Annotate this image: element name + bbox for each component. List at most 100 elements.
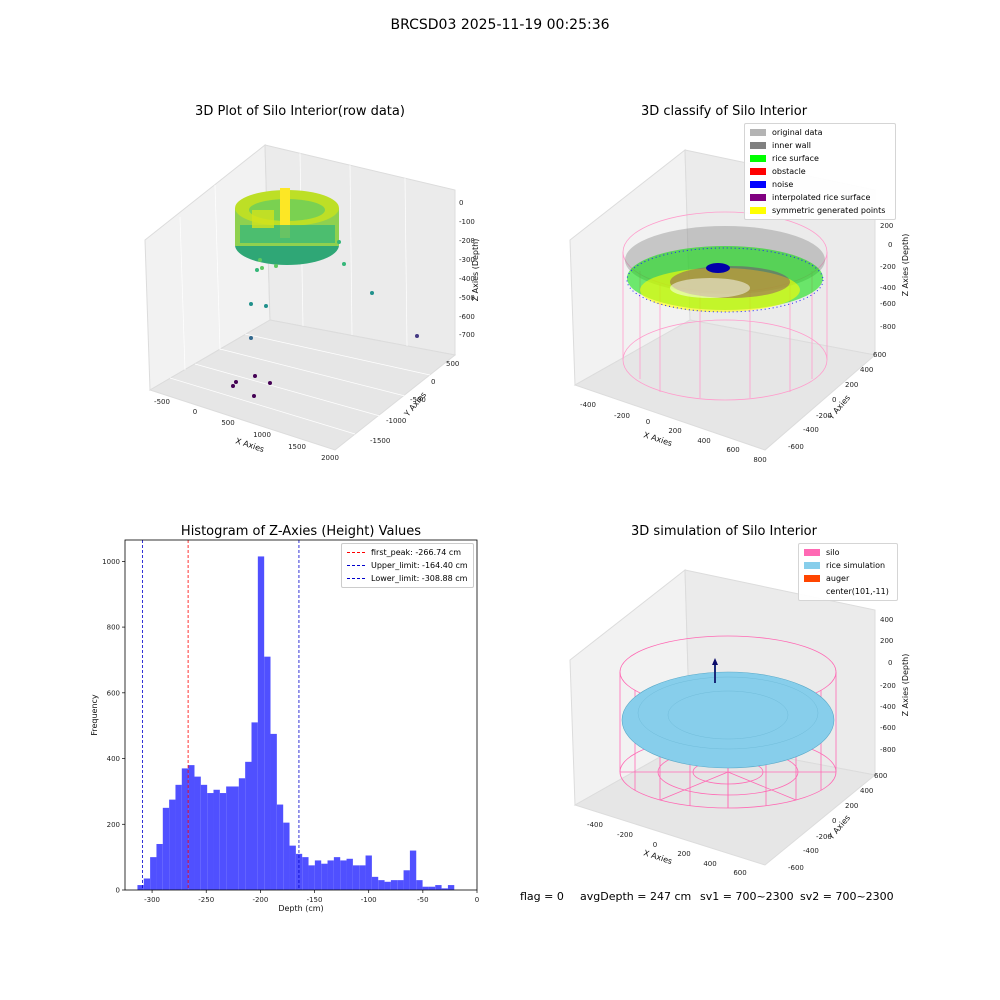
simulation-auger (712, 658, 718, 683)
svg-text:-400: -400 (459, 275, 475, 283)
histogram-y-ticks: 0 200 400 600 800 1000 (102, 558, 125, 895)
raw-z-label: Z Axies (Depth) (471, 239, 480, 302)
histogram-legend: first_peak: -266.74 cm Upper_limit: -164… (341, 543, 474, 588)
histogram-bar (397, 880, 404, 890)
histogram-bar (359, 865, 366, 890)
svg-text:0: 0 (193, 408, 197, 416)
svg-text:0: 0 (888, 659, 892, 667)
svg-text:-600: -600 (788, 443, 804, 451)
classify-z-label: Z Axies (Depth) (901, 234, 910, 297)
legend-item-original-data: original data (750, 126, 890, 139)
histogram-bar (257, 556, 265, 890)
x-tick-label: -300 (144, 896, 160, 904)
raw-scatter-points (231, 240, 419, 398)
histogram-bar (137, 885, 144, 890)
svg-text:-100: -100 (459, 218, 475, 226)
legend-item-obstacle: obstacle (750, 165, 890, 178)
histogram-bar (365, 855, 372, 890)
svg-text:200: 200 (845, 802, 858, 810)
svg-text:500: 500 (446, 360, 459, 368)
svg-text:-600: -600 (880, 300, 896, 308)
classify-z-ticks: 200 0 -200 -400 -600 -800 (880, 222, 896, 331)
svg-text:-400: -400 (587, 821, 603, 829)
histogram-bar (219, 793, 227, 890)
status-sv1: sv1 = 700~2300 (700, 890, 794, 903)
histogram-bar (447, 885, 455, 890)
histogram-bar (143, 878, 151, 890)
simulation-x-label: X Axies (642, 848, 673, 866)
histogram-bar (181, 768, 189, 890)
upper-limit-line-swatch (347, 565, 365, 566)
svg-text:0: 0 (646, 418, 650, 426)
svg-text:-700: -700 (459, 331, 475, 339)
classify-y-ticks: 600 400 200 0 -200 -400 -600 (788, 351, 886, 451)
histogram-bar (346, 858, 353, 890)
svg-text:-200: -200 (816, 833, 832, 841)
svg-text:200: 200 (668, 427, 681, 435)
svg-text:-1000: -1000 (386, 417, 406, 425)
classify-plot-title: 3D classify of Silo Interior (640, 104, 808, 119)
histogram-bar (245, 761, 252, 890)
svg-text:1500: 1500 (288, 443, 306, 451)
histogram-bar (441, 888, 448, 890)
histogram-bar (416, 880, 423, 890)
histogram-bar (384, 881, 391, 890)
histogram-bar (409, 850, 417, 890)
center-swatch (804, 588, 820, 595)
svg-text:-600: -600 (880, 724, 896, 732)
histogram-bar (289, 845, 296, 890)
silo-swatch (804, 549, 820, 556)
svg-text:2000: 2000 (321, 454, 339, 462)
svg-text:0: 0 (431, 378, 435, 386)
legend-item-silo: silo (804, 546, 892, 559)
svg-text:-400: -400 (880, 284, 896, 292)
histogram-bar (283, 822, 290, 890)
histogram-bar (194, 776, 201, 890)
svg-text:-200: -200 (816, 412, 832, 420)
y-tick-label: 800 (107, 624, 120, 632)
x-tick-label: -200 (252, 896, 268, 904)
histogram-bar (150, 857, 157, 890)
rice-simulation-swatch (804, 562, 820, 569)
svg-text:0: 0 (888, 241, 892, 249)
histogram-bar (378, 880, 385, 890)
histogram-bar (213, 789, 220, 890)
x-tick-label: -250 (198, 896, 214, 904)
simulation-pane-floor (573, 739, 877, 866)
simulation-y-ticks: 600 400 200 0 -200 -400 -600 (788, 772, 887, 872)
simulation-z-label: Z Axies (Depth) (901, 654, 910, 717)
interpolated-rice-surface-swatch (750, 194, 766, 201)
histogram-reference-lines (142, 540, 300, 890)
histogram-bar (327, 860, 334, 890)
svg-text:200: 200 (880, 637, 893, 645)
svg-text:-200: -200 (617, 831, 633, 839)
histogram-bar (302, 857, 309, 890)
histogram-bar (207, 793, 214, 890)
svg-text:200: 200 (677, 850, 690, 858)
raw-x-ticks: -500 0 500 1000 1500 2000 (154, 398, 339, 462)
svg-text:-500: -500 (459, 294, 475, 302)
histogram-bar (403, 870, 410, 890)
legend-item-inner-wall: inner wall (750, 139, 890, 152)
histogram-x-label: Depth (cm) (278, 904, 323, 913)
svg-text:-800: -800 (880, 746, 896, 754)
x-tick-label: -100 (361, 896, 377, 904)
y-tick-label: 1000 (102, 558, 120, 566)
y-tick-label: 400 (107, 755, 120, 763)
svg-text:400: 400 (703, 860, 716, 868)
histogram-y-label: Frequency (90, 694, 99, 736)
legend-item-rice-simulation: rice simulation (804, 559, 892, 572)
svg-text:1000: 1000 (253, 431, 271, 439)
legend-item-first-peak: first_peak: -266.74 cm (347, 546, 468, 559)
raw-3d-plot: -500 0 500 1000 1500 2000 X Axies 500 0 … (144, 143, 480, 462)
inner-wall-swatch (750, 142, 766, 149)
legend-item-upper-limit: Upper_limit: -164.40 cm (347, 559, 468, 572)
histogram-bar (270, 733, 277, 890)
simulation-legend: silo rice simulation auger center(101,-1… (798, 543, 898, 601)
histogram-bar (162, 807, 170, 890)
svg-text:0: 0 (653, 841, 657, 849)
lower-limit-line-swatch (347, 578, 365, 579)
legend-item-interpolated-rice-surface: interpolated rice surface (750, 191, 890, 204)
status-avg-depth: avgDepth = 247 cm (580, 890, 692, 903)
histogram-bar (321, 863, 328, 890)
